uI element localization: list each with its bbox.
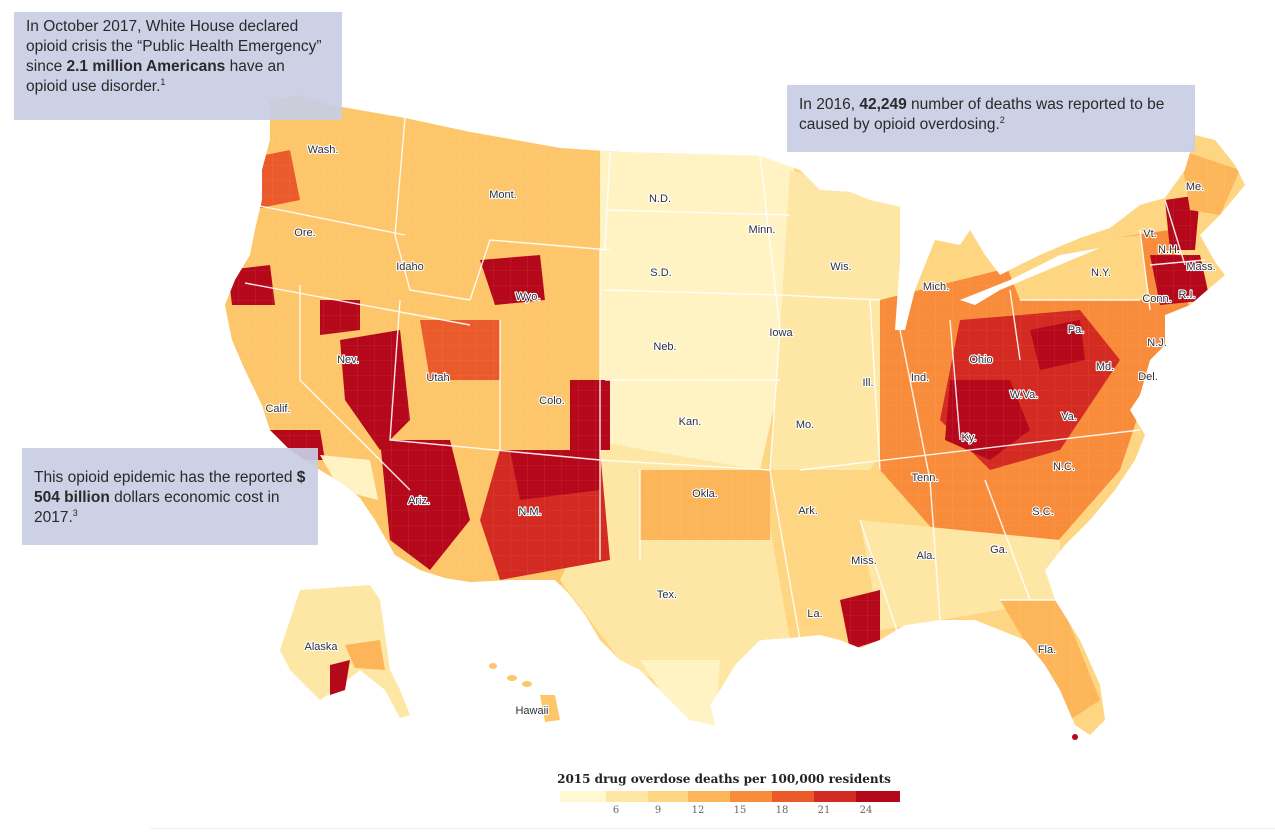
annotation-text: In 2016, [799, 96, 860, 113]
annotation-text: This opioid epidemic has the reported [34, 469, 297, 486]
state-label: Alaska [304, 641, 338, 653]
state-label: S.C. [1032, 506, 1053, 518]
state-label: N.H. [1158, 244, 1180, 256]
state-label: Okla. [692, 488, 718, 500]
state-label: Idaho [396, 261, 424, 273]
annotation-2016-deaths: In 2016, 42,249 number of deaths was rep… [787, 85, 1195, 152]
legend-swatch [688, 791, 730, 802]
state-label: R.I. [1178, 289, 1195, 301]
state-label: Tenn. [912, 472, 939, 484]
state-label: Va. [1061, 411, 1077, 423]
state-label: Tex. [657, 589, 677, 601]
annotation-text: have an opioid use disorder. [26, 58, 285, 95]
state-label: Wyo. [516, 291, 541, 303]
state-label: Ill. [863, 377, 874, 389]
state-label: Ga. [990, 544, 1008, 556]
legend-tick-label: 18 [775, 805, 789, 816]
annotation-highlight: 42,249 [859, 96, 907, 113]
legend-title: 2015 drug overdose deaths per 100,000 re… [557, 772, 891, 786]
legend-tick-label: 6 [612, 805, 620, 816]
state-label: Fla. [1038, 644, 1056, 656]
state-label: Ark. [798, 505, 818, 517]
state-label: Pa. [1068, 324, 1085, 336]
legend-tick-label: 9 [654, 805, 662, 816]
divider [150, 828, 1275, 829]
state-labels: Wash. Ore. Idaho Mont. Wyo. Nev. Calif. Utah Col… [264, 143, 1216, 718]
state-label: Colo. [539, 395, 565, 407]
legend-tick-label: 12 [691, 805, 705, 816]
legend-color-scale [560, 791, 900, 802]
state-label: La. [807, 608, 822, 620]
state-label: Del. [1138, 371, 1158, 383]
legend-swatch [814, 791, 856, 802]
state-label: Conn. [1142, 293, 1171, 305]
state-label: Wis. [830, 261, 851, 273]
footnote-marker: 2 [999, 114, 1005, 125]
state-label: Ky. [961, 432, 976, 444]
florida-keys [1072, 734, 1078, 740]
annotation-text: dollars economic cost in 2017. [34, 489, 280, 526]
legend-ticks: 6 9 12 15 18 21 24 [560, 802, 900, 818]
annotation-text: number of deaths was reported to be caus… [799, 96, 1165, 133]
state-label: N.J. [1147, 337, 1167, 349]
legend-swatch [772, 791, 814, 802]
legend-swatch [606, 791, 648, 802]
legend-tick-label: 21 [817, 805, 831, 816]
legend-swatch [560, 791, 606, 802]
state-label: Kan. [679, 416, 702, 428]
legend-tick-label: 15 [733, 805, 747, 816]
state-label: W.Va. [1010, 389, 1039, 401]
state-borders [244, 117, 1206, 641]
annotation-highlight: 2.1 million Americans [66, 58, 226, 75]
state-label: Utah [426, 372, 449, 384]
state-label: Ind. [911, 372, 929, 384]
legend: 2015 drug overdose deaths per 100,000 re… [557, 772, 900, 818]
legend-swatch [856, 791, 900, 802]
state-label: Md. [1096, 361, 1114, 373]
state-label: Hawaii [515, 705, 548, 717]
legend-swatch [730, 791, 772, 802]
state-label: N.D. [649, 193, 671, 205]
state-label: Mont. [489, 189, 517, 201]
state-label: Ore. [294, 227, 315, 239]
state-label: N.M. [518, 506, 541, 518]
annotation-highlight: $ 504 billion [34, 469, 306, 506]
state-label: Ariz. [408, 495, 430, 507]
state-label: Ala. [917, 550, 936, 562]
hawaii [489, 663, 560, 722]
state-label: S.D. [650, 267, 671, 279]
state-label: Mass. [1186, 261, 1215, 273]
alaska [280, 585, 410, 718]
state-label: Nev. [337, 354, 359, 366]
state-label: Neb. [653, 341, 676, 353]
annotation-text: In October 2017, White House declared op… [26, 18, 322, 75]
footnote-marker: 3 [72, 507, 78, 518]
state-label: Mich. [923, 281, 949, 293]
footnote-marker: 1 [160, 76, 166, 87]
legend-tick-label: 24 [859, 805, 873, 816]
great-lakes [895, 200, 980, 330]
state-label: Wash. [308, 144, 339, 156]
legend-swatch [648, 791, 688, 802]
state-label: Vt. [1143, 228, 1156, 240]
state-label: Miss. [851, 555, 877, 567]
state-label: N.Y. [1091, 267, 1111, 279]
state-label: Minn. [749, 224, 776, 236]
state-label: N.C. [1053, 461, 1075, 473]
annotation-economic-cost: This opioid epidemic has the reported $ … [22, 448, 318, 545]
state-label: Iowa [769, 327, 793, 339]
lake-erie [960, 248, 1100, 305]
state-label: Mo. [796, 419, 814, 431]
state-label: Calif. [265, 403, 290, 415]
state-label: Ohio [969, 354, 992, 366]
annotation-public-health-emergency: In October 2017, White House declared op… [14, 12, 342, 120]
state-label: Me. [1186, 181, 1204, 193]
